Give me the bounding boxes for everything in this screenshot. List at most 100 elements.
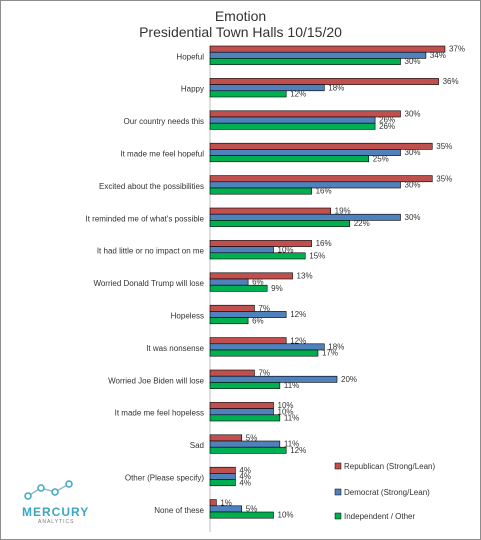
data-label: 5% [246, 434, 258, 443]
bar [209, 181, 401, 189]
bar [209, 434, 243, 442]
category-label: Hopeless [171, 312, 204, 321]
category-label: Other (Please specify) [125, 474, 204, 483]
category-label: Happy [181, 85, 204, 94]
category-label: It made me feel hopeless [115, 409, 204, 418]
bar [209, 505, 243, 513]
bar [209, 207, 331, 215]
category-label: It had little or no impact on me [97, 247, 205, 256]
data-label: 18% [328, 343, 344, 352]
data-label: 12% [290, 446, 306, 455]
data-label: 9% [271, 284, 283, 293]
data-label: 37% [449, 45, 465, 54]
data-label: 16% [316, 239, 332, 248]
bar [209, 382, 281, 389]
data-label: 30% [405, 57, 421, 66]
data-label: 25% [373, 154, 389, 163]
bar [209, 252, 306, 260]
mercury-logo-icon [24, 480, 73, 500]
data-label: 1% [220, 498, 232, 507]
data-label: 6% [252, 316, 264, 325]
data-label: 17% [322, 349, 338, 358]
data-label: 18% [328, 83, 344, 92]
data-label: 13% [297, 272, 313, 281]
data-label: 4% [239, 478, 251, 487]
category-label: None of these [154, 506, 204, 515]
bar [209, 122, 376, 130]
data-label: 35% [436, 142, 452, 151]
bar [209, 499, 217, 507]
bar [209, 284, 268, 292]
bar [209, 45, 446, 53]
legend-swatch [334, 512, 342, 520]
bar [209, 479, 236, 487]
data-label: 36% [443, 77, 459, 86]
bar [209, 272, 293, 280]
data-label: 26% [379, 116, 395, 125]
category-label: It made me feel hopeful [120, 150, 204, 159]
category-label: Worried Donald Trump will lose [93, 279, 204, 288]
data-label: 10% [278, 245, 294, 254]
data-label: 11% [284, 381, 299, 390]
data-label: 26% [379, 122, 395, 131]
data-label: 30% [405, 181, 421, 190]
data-label: 7% [258, 369, 270, 378]
data-label: 35% [436, 174, 452, 183]
category-label: Sad [190, 441, 204, 450]
bar [209, 466, 236, 474]
data-label: 30% [405, 148, 421, 157]
bar [209, 414, 281, 422]
data-label: 10% [278, 407, 294, 416]
data-label: 20% [341, 375, 357, 384]
bar [209, 473, 236, 480]
data-label: 5% [246, 505, 258, 514]
chart-subtitle: Presidential Town Halls 10/15/20 [139, 24, 342, 40]
bar [209, 213, 401, 221]
data-label: 16% [316, 187, 332, 196]
bar [209, 142, 433, 150]
bar [209, 110, 401, 118]
bar [209, 343, 325, 351]
bar [209, 446, 287, 454]
data-label: 34% [430, 51, 446, 60]
bar [209, 402, 274, 409]
data-label: 12% [290, 90, 306, 99]
bar [209, 511, 274, 519]
bar [209, 51, 427, 59]
logo-wordmark: MERCURY [22, 505, 90, 519]
data-label: 30% [405, 213, 421, 222]
data-label: 12% [290, 310, 306, 319]
bar [209, 375, 338, 383]
legend-entry: Independent / Other [344, 512, 416, 521]
chart-title: Emotion [214, 8, 267, 24]
data-label: 4% [239, 466, 251, 475]
data-label: 11% [284, 414, 299, 423]
category-label: Our country needs this [124, 117, 204, 126]
bar [209, 90, 287, 98]
category-label: It reminded me of what's possible [86, 214, 205, 223]
legend-entry: Republican (Strong/Lean) [344, 462, 436, 471]
bar [209, 220, 350, 227]
category-label: Hopeful [176, 52, 204, 61]
bar [209, 311, 287, 318]
bar [209, 278, 249, 286]
logo-subtext: ANALYTICS [38, 519, 75, 525]
data-label: 15% [309, 252, 325, 261]
bar [209, 408, 274, 416]
data-label: 10% [278, 401, 294, 410]
legend-swatch [334, 488, 342, 496]
bar [209, 78, 439, 85]
category-label: Excited about the possibilities [99, 182, 204, 191]
bar [209, 240, 312, 247]
bar [209, 349, 319, 357]
data-label: 22% [354, 219, 370, 228]
data-label: 10% [278, 511, 294, 520]
data-label: 6% [252, 278, 264, 287]
data-label: 19% [335, 207, 351, 216]
data-label: 12% [290, 336, 306, 345]
data-label: 7% [258, 304, 270, 313]
data-label: 30% [405, 110, 421, 119]
data-label: 4% [239, 472, 251, 481]
bar [209, 58, 401, 65]
